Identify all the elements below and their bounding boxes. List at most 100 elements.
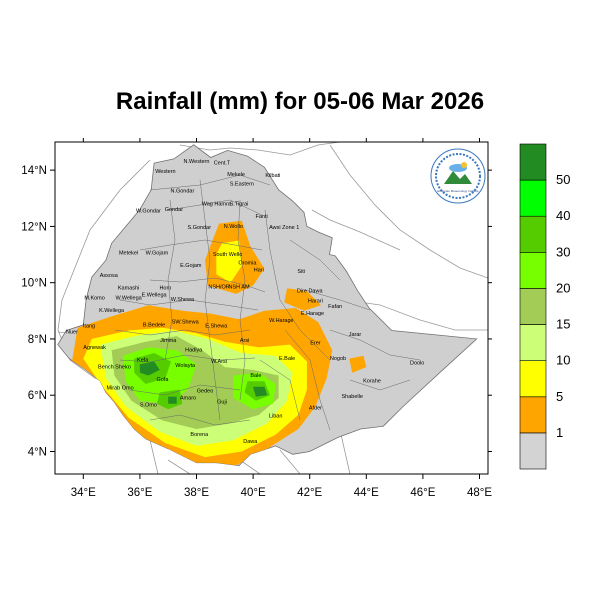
colorbar-label: 1 — [556, 425, 563, 440]
region-label: Mekele — [227, 172, 245, 178]
region-label: Afder — [309, 405, 322, 411]
region-label: N.Wollo — [224, 224, 243, 230]
region-label: Wag Hamra — [202, 201, 232, 207]
colorbar-label: 15 — [556, 317, 570, 332]
region-label: Oromia — [238, 260, 257, 266]
region-label: Mirab Omo — [106, 386, 133, 392]
region-label: Doolo — [410, 360, 424, 366]
region-label: Borena — [190, 432, 209, 438]
colorbar-swatch — [519, 143, 547, 181]
x-tick-label: 42°E — [297, 487, 322, 499]
colorbar-swatch — [519, 396, 547, 434]
region-label: Assosa — [100, 273, 119, 279]
colorbar-swatch — [519, 324, 547, 362]
colorbar-swatch — [519, 215, 547, 253]
region-label: Siti — [297, 269, 305, 275]
chart-title: Rainfall (mm) for 05-06 Mar 2026 — [115, 88, 485, 115]
logo-disc — [430, 148, 486, 204]
region-label: Gofa — [157, 377, 170, 383]
region-label: South Wello — [213, 252, 243, 258]
rain-blob-east-orange — [349, 355, 367, 373]
region-label: Fafan — [328, 304, 342, 310]
region-label: Jimma — [160, 338, 177, 344]
region-label: Harari — [308, 298, 323, 304]
region-label: Kefa — [137, 358, 149, 364]
region-label: Awsi Zone 1 — [269, 225, 299, 231]
colorbar-swatch — [519, 252, 547, 289]
colorbar-swatch — [519, 360, 547, 398]
region-label: S.Gondar — [188, 225, 212, 231]
x-tick-label: 34°E — [71, 487, 96, 499]
region-labels: Western N.Western Cent.T Mekele S.Eastern Kil… — [66, 159, 424, 445]
colorbar-swatch — [519, 179, 547, 217]
region-label: Nogob — [330, 356, 346, 362]
region-label: E.Wellega — [142, 293, 168, 299]
region-label: SW.Shewa — [172, 320, 200, 326]
region-label: Wolayta — [175, 363, 196, 369]
y-tick-label: 8°N — [28, 334, 47, 346]
region-label: Horo — [159, 286, 171, 292]
region-label: W.Shewa — [171, 297, 195, 303]
region-label: Guji — [217, 400, 227, 406]
y-tick-label: 4°N — [28, 446, 47, 458]
colorbar-label: 20 — [556, 280, 570, 295]
region-label: Kamashi — [118, 286, 139, 292]
rain-blob-north-yellow — [216, 240, 242, 283]
colorbar-label: 30 — [556, 244, 570, 259]
region-label: Jarar — [349, 332, 362, 338]
region-label: E.Bale — [279, 356, 295, 362]
region-label: Erer — [310, 341, 321, 347]
region-label: Agnewak — [83, 345, 106, 351]
region-label: K.Wellega — [99, 308, 125, 314]
y-tick-label: 6°N — [28, 390, 47, 402]
region-label: NSH AM — [228, 284, 250, 290]
region-label: W.Gojam — [146, 251, 169, 257]
region-label: Dire Dawa — [297, 289, 324, 295]
colorbar-label: 40 — [556, 208, 570, 223]
region-label: S.Tigrai — [230, 201, 249, 207]
region-label: Kilbati — [265, 173, 280, 179]
y-tick-label: 12°N — [21, 221, 47, 233]
x-tick-label: 48°E — [467, 487, 492, 499]
region-label: Gedeo — [197, 388, 214, 394]
region-label: Nuer — [66, 329, 78, 335]
region-label: Dawa — [243, 439, 258, 445]
y-tick-label: 10°N — [21, 278, 47, 290]
region-label: E.Harage — [301, 311, 324, 317]
rain-blob-northeast-orange — [284, 288, 321, 311]
logo-sun — [461, 162, 467, 168]
colorbar-swatch — [519, 432, 547, 470]
region-label: W.Wellega — [116, 296, 143, 302]
region-label: N.Gondar — [170, 189, 194, 195]
region-label: E.Gojam — [180, 263, 202, 269]
region-label: Hari — [254, 267, 264, 273]
rain-blob-kefa-dark — [139, 361, 160, 376]
region-label: Hadiya — [185, 348, 203, 354]
region-label: Itang — [83, 324, 95, 330]
region-label: Korahe — [363, 379, 381, 385]
region-label: Gondar — [165, 207, 184, 213]
region-label: Bale — [250, 373, 261, 379]
colorbar-label: 50 — [556, 172, 570, 187]
y-tick-label: 14°N — [21, 165, 47, 177]
region-label: S.Eastern — [230, 182, 254, 188]
region-label: W.Arsi — [211, 359, 227, 365]
region-label: W.Gondar — [136, 208, 161, 214]
x-tick-label: 46°E — [410, 487, 435, 499]
rainfall-overlay — [72, 220, 367, 466]
region-label: Cent.T — [214, 161, 231, 167]
x-tick-label: 36°E — [127, 487, 152, 499]
rain-blob-gofa-dark — [168, 396, 177, 404]
region-label: Arsi — [240, 338, 249, 344]
region-label: NSH/OR — [208, 284, 229, 290]
region-label: E.Shewa — [205, 324, 228, 330]
region-label: Metekel — [119, 251, 138, 257]
region-label: Bench Sheko — [98, 365, 131, 371]
x-tick-label: 40°E — [241, 487, 266, 499]
region-label: Western — [155, 169, 175, 175]
region-label: Fanti — [255, 214, 267, 220]
region-label: S.Omo — [140, 403, 157, 409]
logo-mountain — [444, 171, 472, 184]
